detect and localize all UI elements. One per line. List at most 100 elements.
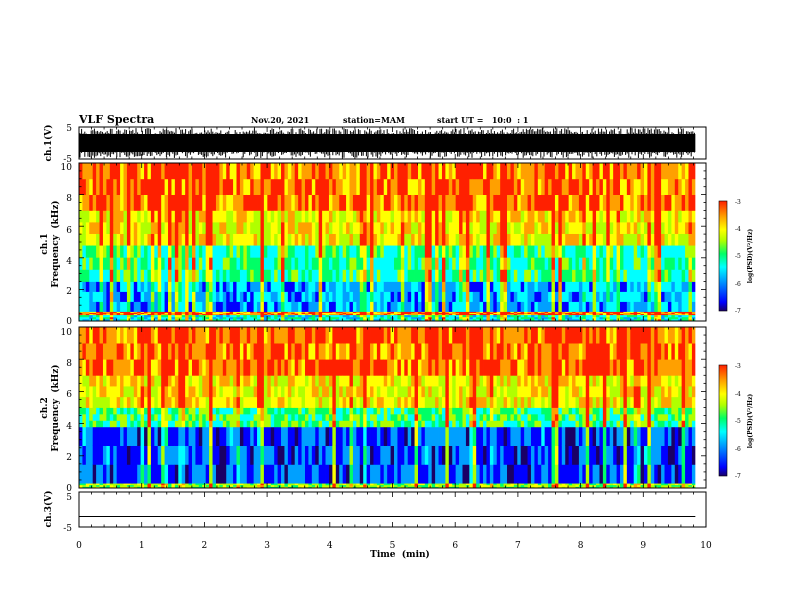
spectrogram-cell [620, 257, 624, 270]
spectrogram-cell [277, 359, 282, 376]
spectrogram-cell [192, 483, 196, 486]
spectrogram-cell [445, 245, 450, 258]
spectrogram-cell [294, 291, 299, 302]
spectrogram-cell [335, 318, 340, 322]
spectrogram-cell [599, 301, 604, 312]
spectrogram-cell [284, 245, 289, 258]
spectrogram-cell [133, 314, 138, 318]
spectrogram-cell [294, 445, 299, 465]
spectrogram-cell [154, 316, 159, 320]
spectrogram-cell [137, 311, 142, 313]
spectrogram-cell [226, 375, 231, 387]
spectrogram-cell [537, 318, 542, 322]
spectrogram-cell [263, 257, 268, 270]
spectrogram-cell [647, 312, 652, 315]
spectrogram-cell [441, 221, 446, 234]
spectrogram-cell [342, 210, 347, 223]
spectrogram-cell [267, 396, 272, 408]
spectrogram-cell [250, 194, 255, 211]
spectrogram-cell [137, 291, 142, 302]
spectrogram-cell [363, 386, 368, 398]
spectrogram-cell [120, 314, 124, 318]
spectrogram-cell [346, 245, 350, 258]
spectrogram-cell [493, 210, 498, 223]
spectrogram-cell [120, 233, 124, 246]
spectrogram-cell [195, 407, 200, 415]
spectrogram-cell [250, 375, 255, 387]
spectrogram-cell [654, 233, 659, 246]
spectrogram-cell [233, 221, 237, 234]
spectrogram-cell [222, 221, 227, 234]
spectrogram-cell [643, 194, 648, 211]
spectrogram-cell [524, 257, 528, 270]
spectrogram-cell [452, 311, 457, 313]
spectrogram-cell [260, 221, 265, 234]
spectrogram-cell [609, 312, 614, 315]
spectrogram-cell [205, 396, 210, 408]
spectrogram-cell [688, 257, 693, 270]
spectrogram-cell [630, 210, 635, 223]
spectrogram-cell [387, 318, 391, 322]
spectrogram-cell [154, 281, 159, 292]
spectrogram-cell [260, 301, 265, 312]
spectrogram-cell [260, 413, 265, 421]
spectrogram-cell [284, 233, 289, 246]
spectrogram-cell [589, 318, 594, 322]
spectrogram-cell [229, 359, 234, 376]
spectrogram-cell [250, 316, 255, 320]
spectrogram-cell [137, 194, 142, 211]
spectrogram-cell [520, 233, 525, 246]
spectrogram-cell [229, 375, 234, 387]
spectrogram-cell [448, 221, 453, 234]
spectrogram-cell [188, 316, 193, 320]
spectrogram-cell [671, 313, 676, 316]
spectrogram-cell [565, 318, 570, 322]
spectrogram-cell [130, 313, 135, 316]
spectrogram-cell [685, 291, 689, 302]
spectrogram-cell [599, 314, 604, 318]
spectrogram-cell [585, 178, 590, 195]
spectrogram-cell [445, 194, 450, 211]
spectrogram-cell [246, 359, 251, 376]
spectrogram-cell [270, 375, 275, 387]
spectrogram-cell [407, 245, 412, 258]
spectrogram-cell [89, 445, 94, 465]
spectrogram-cell [572, 281, 576, 292]
spectrogram-cell [424, 318, 429, 322]
spectrogram-cell [154, 312, 159, 315]
spectrogram-cell [596, 233, 600, 246]
spectrogram-cell [99, 291, 104, 302]
spectrogram-cell [609, 194, 614, 211]
spectrogram-cell [390, 269, 395, 282]
spectrogram-cell [462, 312, 467, 315]
spectrogram-cell [298, 426, 302, 446]
spectrogram-cell [661, 281, 665, 292]
spectrogram-cell [233, 486, 237, 489]
spectrogram-cell [664, 233, 669, 246]
spectrogram-cell [150, 396, 155, 408]
spectrogram-cell [544, 194, 549, 211]
spectrogram-cell [421, 314, 426, 318]
spectrogram-cell [643, 233, 648, 246]
spectrogram-cell [260, 359, 265, 376]
spectrogram-cell [469, 245, 474, 258]
spectrogram-cell [674, 269, 679, 282]
spectrogram-cell [301, 257, 306, 270]
spectrogram-cell [85, 318, 90, 322]
spectrogram-cell [116, 314, 121, 318]
spectrogram-cell [387, 269, 391, 282]
spectrogram-cell [239, 245, 244, 258]
spectrogram-cell [407, 221, 412, 234]
spectrogram-cell [383, 257, 388, 270]
spectrogram-cell [257, 311, 261, 313]
spectrogram-cell [281, 420, 285, 428]
spectrogram-cell [311, 257, 316, 270]
spectrogram-cell [455, 312, 460, 315]
spectrogram-cell [589, 178, 594, 195]
spectrogram-cell [359, 386, 364, 398]
spectrogram-cell [363, 301, 368, 312]
spectrogram-cell [397, 316, 402, 320]
spectrogram-cell [315, 291, 320, 302]
spectrogram-cell [253, 221, 258, 234]
spectrogram-cell [205, 163, 210, 180]
